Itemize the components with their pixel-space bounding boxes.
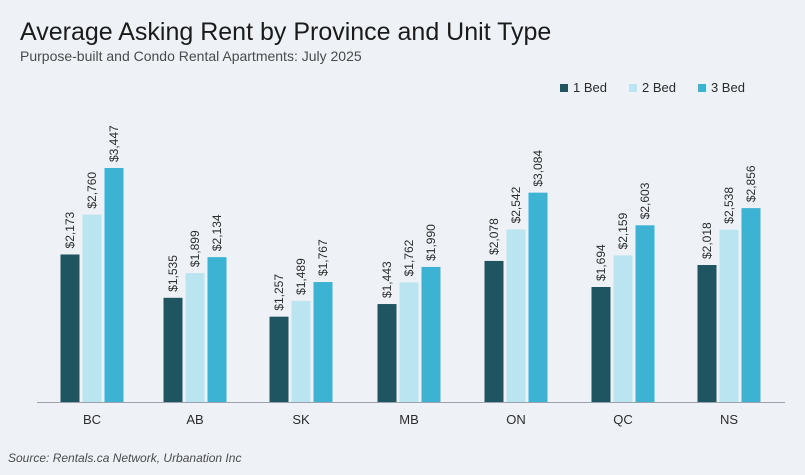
value-label-bc-3-bed: $3,447 (107, 125, 121, 162)
legend-label-2-bed: 2 Bed (641, 80, 676, 95)
bar-sk-2-bed (291, 300, 311, 402)
value-label-ns-2-bed: $2,538 (722, 187, 736, 224)
bar-bc-2-bed (82, 214, 102, 402)
bar-mb-3-bed (421, 266, 441, 402)
bar-on-3-bed (528, 192, 548, 402)
value-label-on-3-bed: $3,084 (531, 150, 545, 187)
value-label-qc-3-bed: $2,603 (638, 182, 652, 219)
value-label-on-2-bed: $2,542 (509, 186, 523, 223)
chart-subtitle: Purpose-built and Condo Rental Apartment… (20, 48, 362, 64)
value-label-ns-3-bed: $2,856 (744, 165, 758, 202)
bar-on-1-bed (484, 260, 504, 402)
bar-qc-2-bed (613, 255, 633, 402)
legend-label-1-bed: 1 Bed (573, 80, 607, 95)
value-label-sk-1-bed: $1,257 (272, 274, 286, 311)
value-label-mb-1-bed: $1,443 (380, 261, 394, 298)
value-label-mb-3-bed: $1,990 (424, 224, 438, 261)
x-tick-label-on: ON (506, 412, 526, 427)
bar-qc-3-bed (635, 225, 655, 402)
value-label-ns-1-bed: $2,018 (700, 222, 714, 259)
legend-swatch-3-bed (697, 83, 706, 92)
bar-mb-1-bed (377, 304, 397, 402)
legend-swatch-2-bed (628, 83, 637, 92)
legend-label-3-bed: 3 Bed (710, 80, 745, 95)
legend-item-2-bed: 2 Bed (628, 80, 676, 95)
value-label-mb-2-bed: $1,762 (402, 239, 416, 276)
legend-swatch-1-bed (560, 83, 568, 92)
x-tick-label-qc: QC (613, 412, 633, 427)
x-tick-label-sk: SK (292, 412, 310, 427)
bar-ns-3-bed (741, 208, 761, 402)
bar-sk-1-bed (269, 316, 289, 402)
value-label-qc-2-bed: $2,159 (616, 212, 630, 249)
bar-ab-2-bed (185, 273, 205, 402)
bar-on-2-bed (506, 229, 526, 402)
bar-bc-3-bed (104, 168, 124, 402)
bar-qc-1-bed (591, 287, 611, 402)
x-tick-label-mb: MB (399, 412, 419, 427)
bar-mb-2-bed (399, 282, 419, 402)
chart-title: Average Asking Rent by Province and Unit… (20, 18, 552, 46)
chart-source: Source: Rentals.ca Network, Urbanation I… (8, 451, 242, 465)
bar-sk-3-bed (313, 282, 333, 402)
value-label-bc-2-bed: $2,760 (85, 172, 99, 209)
bar-ns-1-bed (697, 265, 717, 402)
value-label-sk-2-bed: $1,489 (294, 258, 308, 295)
value-label-ab-1-bed: $1,535 (166, 255, 180, 292)
value-label-on-1-bed: $2,078 (487, 218, 501, 255)
value-label-ab-2-bed: $1,899 (188, 230, 202, 267)
bar-bc-1-bed (60, 254, 80, 402)
bar-ns-2-bed (719, 229, 739, 402)
legend-item-3-bed: 3 Bed (697, 80, 745, 95)
bar-ab-3-bed (207, 257, 227, 402)
x-tick-label-bc: BC (83, 412, 101, 427)
x-tick-label-ab: AB (186, 412, 203, 427)
value-label-qc-1-bed: $1,694 (594, 244, 608, 281)
chart-legend: 1 Bed 2 Bed 3 Bed (560, 80, 745, 95)
value-label-ab-3-bed: $2,134 (210, 214, 224, 251)
x-tick-label-ns: NS (720, 412, 738, 427)
value-label-bc-1-bed: $2,173 (63, 211, 77, 248)
bar-ab-1-bed (163, 297, 183, 402)
value-label-sk-3-bed: $1,767 (316, 239, 330, 276)
legend-item-1-bed: 1 Bed (560, 80, 607, 95)
